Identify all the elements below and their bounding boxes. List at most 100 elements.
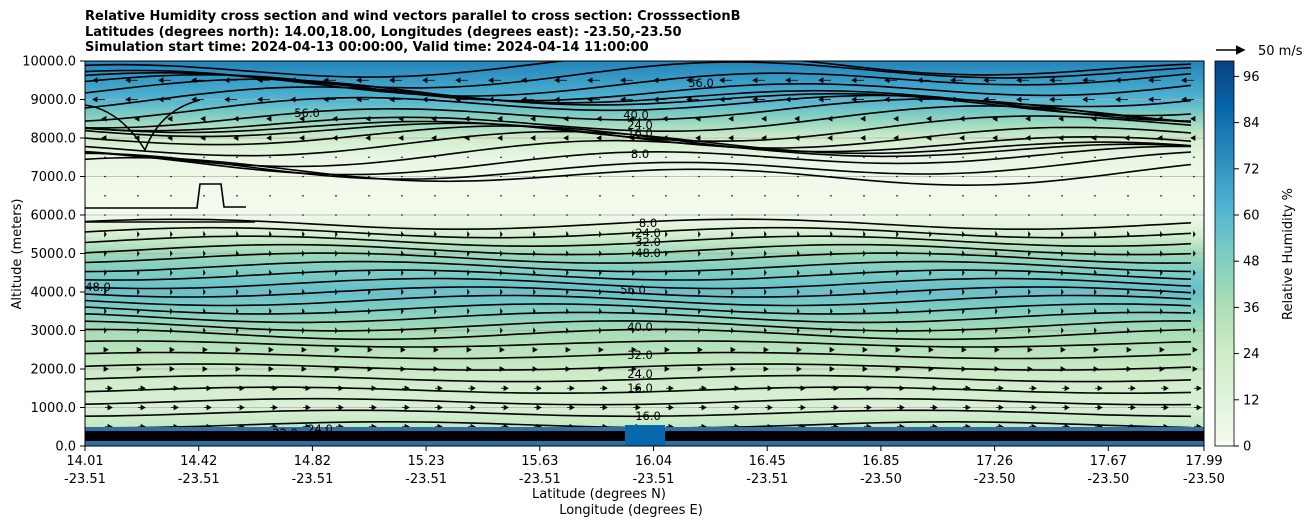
wind-vector	[994, 346, 1000, 353]
wind-vector	[1061, 288, 1064, 296]
wind-vector	[303, 385, 311, 392]
wind-vector	[830, 288, 833, 296]
wind-vector	[896, 175, 898, 178]
wind-vector	[633, 385, 641, 392]
wind-vector	[831, 404, 839, 411]
wind-vector	[499, 346, 505, 353]
wind-vector	[897, 404, 905, 411]
wind-vector	[761, 115, 767, 122]
wind-vector	[1061, 230, 1064, 238]
wind-vector	[764, 156, 766, 159]
wind-vector	[1160, 214, 1162, 216]
wind-vector	[1029, 385, 1037, 392]
wind-vector	[1028, 250, 1031, 257]
wind-vector	[137, 327, 140, 334]
wind-vector	[698, 230, 701, 238]
quiver-key-label: 50 m/s	[1258, 44, 1303, 59]
x-tick-label-lon: -23.50	[974, 472, 1016, 487]
wind-vector	[497, 115, 503, 122]
wind-vector	[1190, 135, 1196, 141]
y-tick-label: 6000.0	[31, 209, 77, 224]
wind-vector	[1061, 214, 1063, 216]
x-tick-label-lon: -23.51	[746, 472, 788, 487]
wind-vector	[455, 77, 468, 84]
wind-vector	[765, 385, 773, 392]
wind-vector	[236, 156, 238, 159]
wind-vector	[400, 346, 406, 353]
wind-vector	[1194, 385, 1202, 392]
wind-vector	[863, 327, 866, 334]
wind-vector	[433, 346, 439, 353]
wind-vector	[698, 269, 701, 277]
wind-vector	[335, 175, 337, 178]
wind-vector	[497, 135, 503, 141]
wind-vector	[731, 250, 734, 257]
wind-vector	[104, 194, 106, 197]
wind-vector	[830, 327, 833, 334]
contour-line	[85, 260, 1192, 273]
wind-vector	[224, 77, 237, 84]
wind-vector	[1061, 194, 1063, 197]
wind-vector	[632, 175, 634, 178]
wind-vector	[137, 250, 140, 257]
wind-vector	[435, 404, 443, 411]
wind-vector	[697, 346, 703, 353]
wind-vector	[1094, 230, 1097, 238]
wind-vector	[389, 77, 402, 84]
wind-vector	[368, 214, 370, 216]
wind-vector	[896, 269, 899, 277]
wind-vector	[665, 269, 668, 277]
wind-vector	[467, 175, 469, 178]
wind-vector	[665, 230, 668, 238]
wind-vector	[864, 404, 872, 411]
wind-vector	[335, 214, 337, 216]
x-tick-label-lon: -23.51	[178, 472, 220, 487]
wind-vector	[422, 96, 435, 103]
contour-line	[85, 139, 1192, 168]
wind-vector	[236, 327, 239, 334]
wind-vector	[200, 115, 206, 122]
wind-vector	[389, 96, 402, 103]
wind-vector	[565, 346, 571, 353]
contour-line	[85, 328, 1192, 341]
wind-vector	[1160, 194, 1162, 197]
colorbar-tick-label: 36	[1243, 301, 1260, 316]
wind-vector	[434, 156, 436, 159]
wind-vector	[995, 307, 998, 315]
wind-vector	[830, 156, 832, 159]
wind-vector	[532, 346, 538, 353]
wind-vector	[401, 214, 403, 216]
wind-vector	[431, 135, 437, 141]
wind-vector	[533, 156, 535, 159]
wind-vector	[335, 307, 338, 315]
wind-vector	[401, 230, 404, 238]
wind-vector	[105, 404, 113, 411]
wind-vector	[698, 175, 700, 178]
wind-vector	[1160, 307, 1163, 315]
wind-vector	[632, 156, 634, 159]
wind-vector	[929, 250, 932, 257]
contour-line	[85, 151, 1192, 180]
wind-vector	[764, 230, 767, 238]
wind-vector	[1127, 327, 1130, 334]
wind-vector	[334, 346, 340, 353]
wind-vector	[204, 385, 212, 392]
contour-label: 8.0	[639, 216, 657, 230]
wind-vector	[1049, 96, 1062, 103]
wind-vector	[203, 194, 205, 197]
wind-vector	[596, 115, 602, 122]
wind-vector	[530, 115, 536, 122]
wind-vector	[731, 288, 734, 296]
contour-label: 56.0	[294, 106, 320, 120]
wind-vector	[785, 77, 798, 84]
wind-vector	[137, 175, 139, 178]
wind-vector	[233, 135, 239, 141]
wind-vector	[302, 156, 304, 159]
wind-vector	[797, 327, 800, 334]
wind-vector	[467, 307, 470, 315]
wind-vector	[1058, 115, 1064, 122]
wind-vector	[401, 269, 404, 277]
wind-vector	[863, 269, 866, 277]
x-tick-label-lat: 15.23	[407, 454, 444, 469]
wind-vector	[962, 250, 965, 257]
